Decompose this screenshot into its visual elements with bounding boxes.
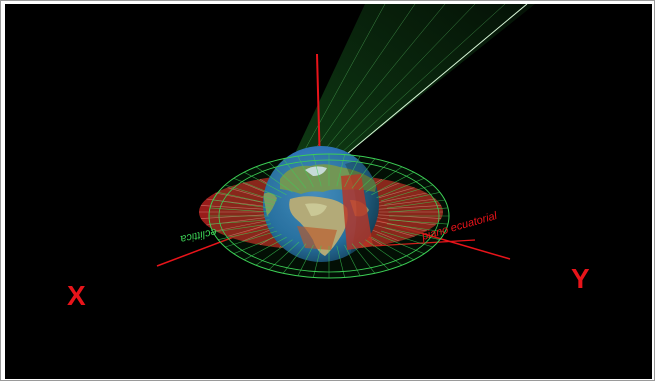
scene-3d-viewport[interactable]: eclittica piano ecuatorial X Y	[5, 4, 652, 379]
equatorial-grid-line	[215, 219, 271, 232]
ecliptic-grid-line	[268, 162, 300, 191]
ecliptic-grid-line	[371, 171, 415, 196]
ecliptic-grid-line	[351, 243, 376, 274]
equatorial-grid-line	[200, 205, 264, 210]
ecliptic-grid-line	[358, 241, 390, 270]
ecliptic-grid-line	[313, 154, 322, 187]
axis-x-label: X	[67, 280, 86, 311]
ecliptic-grid-line	[243, 171, 287, 196]
equatorial-grid-line	[200, 214, 264, 219]
ecliptic-grid-line	[344, 155, 361, 188]
sun-beam	[290, 4, 535, 165]
ecliptic-grid-line	[371, 236, 415, 261]
ecliptic-plane	[208, 153, 450, 279]
equatorial-grid-line	[375, 198, 436, 207]
ecliptic-grid-line	[282, 158, 307, 189]
ecliptic-grid-line	[336, 154, 345, 187]
equatorial-grid-line	[378, 214, 442, 219]
ecliptic-grid-line	[297, 244, 314, 277]
ecliptic-grid-line	[365, 166, 403, 193]
ecliptic-grid-line	[282, 243, 307, 274]
ecliptic-diagram: eclittica piano ecuatorial X Y	[67, 4, 590, 311]
ecliptic-grid-line	[365, 239, 403, 266]
ecliptic-grid-line	[344, 244, 361, 277]
ecliptic-grid-line	[268, 241, 300, 270]
equatorial-grid-line	[215, 192, 271, 205]
ecliptic-grid-line	[336, 245, 345, 278]
equatorial-grid-line	[371, 192, 427, 205]
ecliptic-grid-line	[313, 245, 322, 278]
equatorial-wedge	[297, 174, 476, 250]
ecliptic-grid-line	[255, 239, 293, 266]
ecliptic-grid-line	[255, 166, 293, 193]
ecliptic-grid-line	[297, 155, 314, 188]
ecliptic-grid-line	[358, 162, 390, 191]
ecliptic-grid-line	[351, 158, 376, 189]
ecliptic-label: eclittica	[179, 226, 217, 245]
equatorial-grid-line	[378, 205, 442, 210]
axis-y-label: Y	[571, 263, 590, 294]
ecliptic-grid-line	[243, 236, 287, 261]
